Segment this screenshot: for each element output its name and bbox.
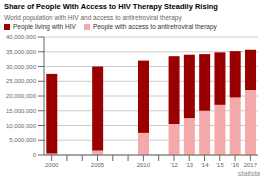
svg-text:40,000,000: 40,000,000 — [8, 34, 37, 40]
svg-text:2010: 2010 — [137, 162, 151, 168]
svg-text:15,000,000: 15,000,000 — [8, 108, 37, 114]
svg-text:2005: 2005 — [91, 162, 105, 168]
svg-text:’16: ’16 — [231, 162, 240, 168]
svg-text:’13: ’13 — [185, 162, 194, 168]
html-text:statista: statista — [237, 170, 260, 177]
html-text:People with access to antiretr: People with access to antiretroviral the… — [92, 23, 217, 30]
svg-text:35,000,000: 35,000,000 — [8, 49, 37, 55]
svg-text:2017: 2017 — [244, 162, 258, 168]
svg-text:’12: ’12 — [170, 162, 179, 168]
svg-text:25,000,000: 25,000,000 — [8, 78, 37, 84]
svg-text:30,000,000: 30,000,000 — [8, 64, 37, 70]
svg-text:10,000,000: 10,000,000 — [8, 123, 37, 129]
html-text:Share of People With Access to: Share of People With Access to HIV Thera… — [4, 2, 218, 11]
html-text:People living with HIV: People living with HIV — [13, 23, 76, 30]
svg-text:20,000,000: 20,000,000 — [8, 93, 37, 99]
svg-text:0: 0 — [33, 152, 37, 158]
svg-text:5,000,000: 5,000,000 — [9, 137, 36, 143]
svg-text:’15: ’15 — [216, 162, 225, 168]
svg-text:’14: ’14 — [200, 162, 209, 168]
svg-text:2000: 2000 — [45, 162, 59, 168]
html-text:World population with HIV and: World population with HIV and access to … — [4, 14, 182, 21]
